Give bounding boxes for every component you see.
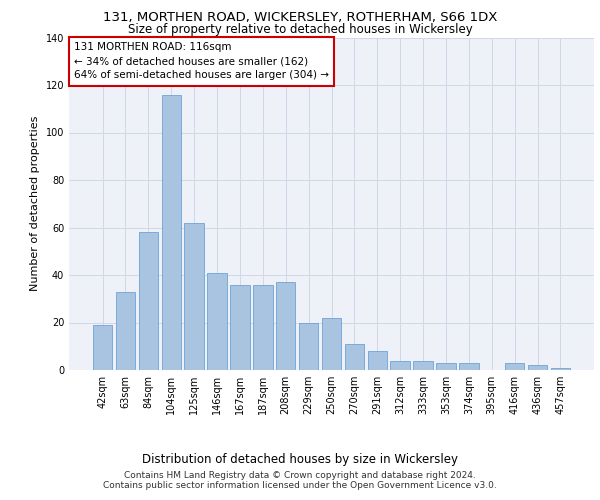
Bar: [344, 344, 364, 370]
Bar: [139, 232, 158, 370]
Bar: [116, 292, 135, 370]
Text: 131 MORTHEN ROAD: 116sqm
← 34% of detached houses are smaller (162)
64% of semi-: 131 MORTHEN ROAD: 116sqm ← 34% of detach…: [74, 42, 329, 80]
Text: Distribution of detached houses by size in Wickersley: Distribution of detached houses by size …: [142, 453, 458, 466]
Bar: [391, 360, 410, 370]
Bar: [161, 94, 181, 370]
Bar: [276, 282, 295, 370]
Text: 131, MORTHEN ROAD, WICKERSLEY, ROTHERHAM, S66 1DX: 131, MORTHEN ROAD, WICKERSLEY, ROTHERHAM…: [103, 11, 497, 24]
Text: Size of property relative to detached houses in Wickersley: Size of property relative to detached ho…: [128, 22, 472, 36]
Bar: [230, 284, 250, 370]
Bar: [299, 322, 319, 370]
Bar: [368, 351, 387, 370]
Bar: [322, 318, 341, 370]
Bar: [253, 284, 272, 370]
Text: Contains public sector information licensed under the Open Government Licence v3: Contains public sector information licen…: [103, 481, 497, 490]
Bar: [184, 223, 204, 370]
Bar: [413, 360, 433, 370]
Text: Contains HM Land Registry data © Crown copyright and database right 2024.: Contains HM Land Registry data © Crown c…: [124, 471, 476, 480]
Bar: [528, 365, 547, 370]
Bar: [436, 363, 455, 370]
Y-axis label: Number of detached properties: Number of detached properties: [30, 116, 40, 292]
Bar: [551, 368, 570, 370]
Bar: [93, 325, 112, 370]
Bar: [208, 272, 227, 370]
Bar: [505, 363, 524, 370]
Bar: [459, 363, 479, 370]
